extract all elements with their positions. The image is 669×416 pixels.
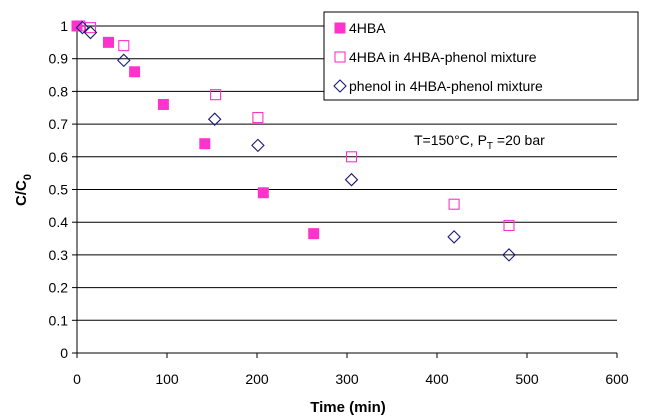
series-3-point-7	[447, 230, 461, 244]
series-3-point-6	[344, 172, 359, 187]
series-1-point-1	[71, 20, 83, 32]
series-3-point-5	[251, 138, 265, 153]
x-tick-label-0: 0	[73, 371, 81, 387]
y-tick-label-9: 0.9	[49, 51, 69, 67]
series-2-point-2	[84, 22, 97, 34]
annotation-sub: T	[487, 141, 493, 152]
x-tick-label-4: 400	[425, 371, 449, 387]
y-tick-label-2: 0.2	[49, 280, 69, 296]
series-2-point-6	[345, 151, 358, 163]
series-2-point-4	[210, 89, 222, 101]
y-tick-label-0: 0	[60, 345, 68, 361]
y-axis-label-sub: 0	[22, 174, 34, 180]
y-axis-label-main: C/C	[13, 180, 30, 206]
x-tick-label-5: 500	[515, 371, 539, 387]
y-tick-label-1: 0.1	[49, 312, 69, 328]
x-tick-label-3: 300	[335, 371, 359, 387]
series-3-point-3	[117, 53, 131, 68]
series-3-point-2	[83, 25, 98, 40]
annotation-suffix: =20 bar	[493, 132, 545, 148]
y-tick-label-3: 0.3	[49, 247, 69, 263]
x-tick-label-1: 100	[155, 371, 179, 387]
y-tick-label-5: 0.5	[49, 182, 69, 198]
tick-labels: 0 0.1 0.2 0.3 0.4 0.5 0.6 0.7 0.8 0.9 1 0 100 200 300 4…	[49, 18, 629, 387]
series-3-point-1	[75, 20, 90, 35]
annotation-prefix: T=150°C, P	[414, 132, 487, 148]
axes	[72, 25, 618, 358]
y-tick-label-8: 0.8	[49, 83, 69, 99]
legend-marker-2	[334, 51, 346, 63]
series-2-point-3	[118, 40, 130, 52]
y-tick-label-6: 0.6	[49, 149, 69, 165]
x-tick-label-6: 600	[605, 371, 629, 387]
series-2-point-5	[252, 112, 264, 124]
data-marks	[71, 20, 516, 262]
series-3-point-4	[207, 112, 222, 126]
legend-marker-3	[333, 79, 347, 93]
annotation: T=150°C, PT =20 bar	[414, 132, 545, 152]
y-tick-label-4: 0.4	[49, 214, 69, 230]
legend-label-2: 4HBA in 4HBA-phenol mixture	[349, 49, 537, 65]
series-1-point-5	[199, 138, 211, 150]
legend-label-1: 4HBA	[349, 20, 386, 36]
x-tick-label-2: 200	[245, 371, 269, 387]
series-2-point-7	[448, 198, 460, 210]
x-axis-label: Time (min)	[310, 399, 386, 416]
series-1-point-3	[129, 66, 141, 78]
legend-label-3: phenol in 4HBA-phenol mixture	[349, 78, 543, 94]
series-2-point-8	[503, 219, 515, 232]
legend-marker-1	[334, 22, 346, 34]
series-1-point-7	[308, 228, 320, 240]
series-1-point-2	[103, 36, 114, 48]
y-tick-label-7: 0.7	[49, 116, 69, 132]
y-axis-label: C/C0	[13, 174, 34, 206]
legend-box	[323, 11, 639, 101]
series-1-point-6	[257, 187, 269, 199]
series-1-point-4	[157, 98, 169, 110]
y-tick-label-10: 1	[60, 18, 68, 34]
legend: 4HBA 4HBA in 4HBA-phenol mixture phenol in…	[323, 11, 639, 101]
series-3-point-8	[502, 248, 516, 262]
